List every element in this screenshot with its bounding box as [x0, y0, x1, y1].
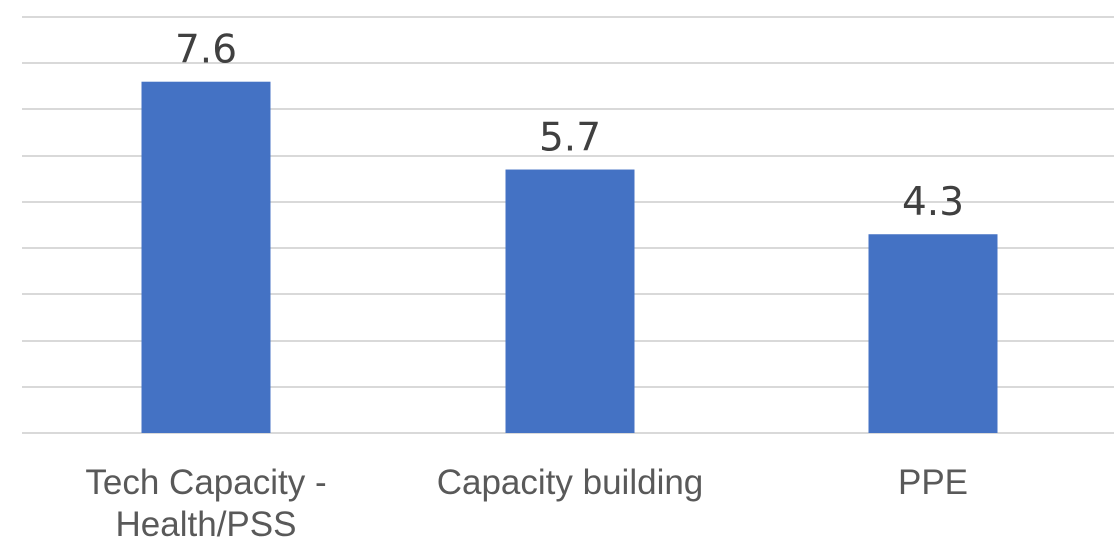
category-label-1-line-1: Tech Capacity -: [85, 463, 326, 502]
data-label-1: 7.6: [175, 28, 237, 73]
bar-1: [141, 81, 271, 433]
category-label-3: PPE: [898, 463, 968, 502]
data-label-2: 5.7: [539, 116, 601, 161]
category-axis-labels: Tech Capacity -Health/PSS Capacity buildi…: [85, 463, 968, 544]
data-label-3: 4.3: [902, 180, 964, 225]
bar-2: [505, 169, 635, 434]
category-label-2: Capacity building: [437, 463, 704, 502]
bar-3: [868, 234, 998, 433]
category-label-1-line-2: Health/PSS: [116, 505, 297, 544]
data-labels: 7.6 5.7 4.3: [175, 28, 964, 226]
bars: [141, 81, 998, 434]
